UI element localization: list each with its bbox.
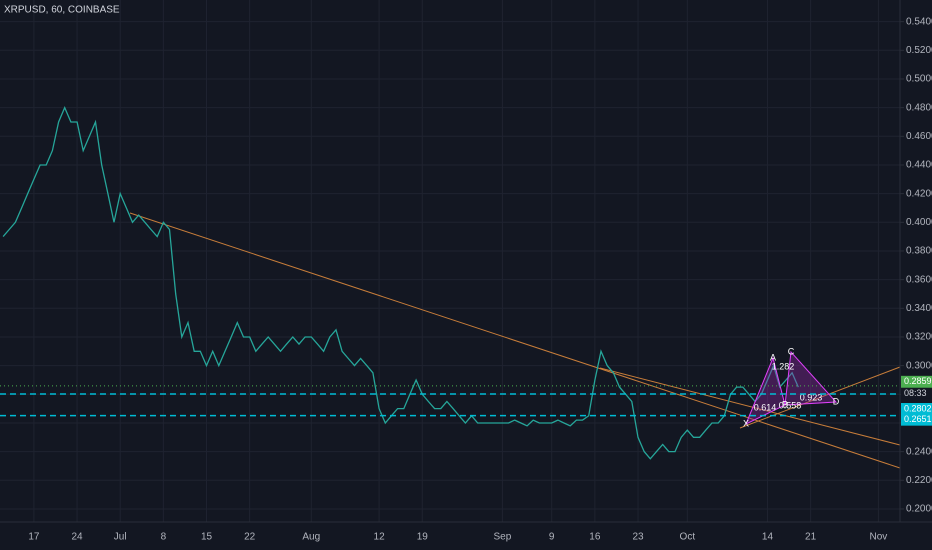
price-badge-label: 0.2802 — [904, 403, 932, 413]
x-tick-label: 8 — [161, 532, 167, 543]
pattern-ratio: 1.282 — [772, 361, 795, 371]
trend-line — [599, 367, 901, 446]
trend-line — [739, 366, 901, 429]
x-tick-label: 15 — [201, 532, 213, 543]
x-tick-label: 17 — [28, 532, 40, 543]
x-tick-label: Aug — [302, 532, 320, 543]
pattern-triangle — [745, 356, 786, 426]
chart-title: XRPUSD, 60, COINBASE — [4, 5, 120, 16]
price-badge — [901, 375, 932, 388]
price-badge — [901, 403, 932, 416]
x-tick-label: 9 — [549, 532, 555, 543]
pattern-ratio: 0.614 — [754, 402, 777, 412]
x-tick-label: 12 — [374, 532, 386, 543]
pattern-point: B — [782, 399, 788, 409]
pattern-point: C — [788, 346, 795, 356]
x-tick-label: 19 — [417, 532, 429, 543]
y-tick-label: 0.5400 — [906, 16, 932, 27]
trend-lines — [129, 212, 901, 469]
x-tick-label: Nov — [870, 532, 888, 543]
pattern-ratio: 0.558 — [779, 400, 802, 410]
countdown: 08:33 — [904, 388, 927, 398]
price-badge-label: 0.2859 — [904, 376, 932, 386]
price-line — [2, 105, 799, 460]
pattern-triangle — [784, 350, 838, 406]
pattern-ratio: 0.923 — [800, 392, 823, 402]
harmonic-pattern: X A B C D 1.282 0.614 0.558 0.923 — [743, 346, 840, 428]
pattern-point: A — [770, 352, 776, 362]
price-badge-label: 0.2651 — [904, 414, 932, 424]
grid — [0, 0, 900, 522]
x-tick-label: Oct — [680, 532, 696, 543]
pattern-point: X — [743, 418, 749, 428]
x-tick-label: 16 — [589, 532, 601, 543]
series — [2, 105, 799, 460]
x-tick-label: 21 — [805, 532, 817, 543]
x-tick-label: Jul — [114, 532, 127, 543]
pattern-point: D — [833, 396, 840, 406]
price-badge — [901, 413, 932, 426]
x-tick-label: 23 — [632, 532, 644, 543]
countdown-badge — [901, 387, 932, 399]
x-tick-label: Sep — [493, 532, 511, 543]
x-tick-label: 24 — [71, 532, 83, 543]
x-tick-label: 22 — [244, 532, 256, 543]
x-tick-label: 14 — [762, 532, 774, 543]
trend-line — [129, 212, 901, 469]
